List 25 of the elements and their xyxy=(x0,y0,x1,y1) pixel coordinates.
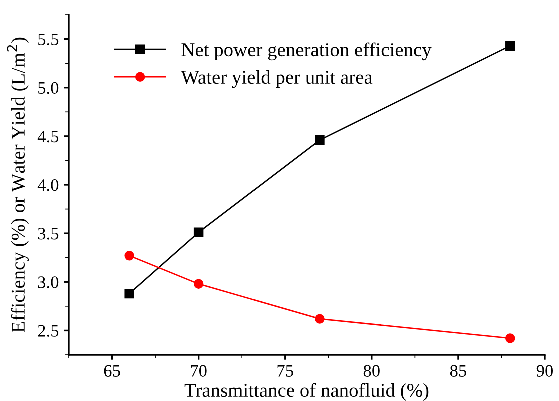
y-tick-label: 3.5 xyxy=(38,228,59,240)
x-tick-label: 75 xyxy=(278,365,294,377)
point xyxy=(124,288,134,299)
x-tick-label: 70 xyxy=(191,365,207,377)
x-tick-label: 90 xyxy=(536,365,554,377)
point xyxy=(194,279,204,289)
legend-label: Net power generation efficiency xyxy=(182,42,432,61)
point xyxy=(124,251,134,261)
y-tick-label: 3.0 xyxy=(38,276,59,288)
x-tick-label: 65 xyxy=(104,365,120,377)
y-tick-label: 4.0 xyxy=(38,179,59,192)
point xyxy=(194,228,204,238)
point xyxy=(315,314,325,324)
point xyxy=(506,334,516,344)
x-tick-label: 85 xyxy=(450,365,466,377)
point xyxy=(506,41,516,51)
y-axis-title: Efficiency (%) or Water Yield (L/m$^{2}$) xyxy=(7,38,30,333)
y-tick-label: 4.5 xyxy=(38,131,59,143)
x-tick-label: 80 xyxy=(364,365,380,377)
legend-label: Water yield per unit area xyxy=(181,70,373,88)
y-tick-label: 2.5 xyxy=(38,325,59,337)
y-tick-label: 5.5 xyxy=(38,34,59,46)
y-tick-label: 5.0 xyxy=(38,82,59,94)
x-axis-title: Transmittance of nanofluid (%) xyxy=(184,383,429,401)
point xyxy=(315,135,325,146)
